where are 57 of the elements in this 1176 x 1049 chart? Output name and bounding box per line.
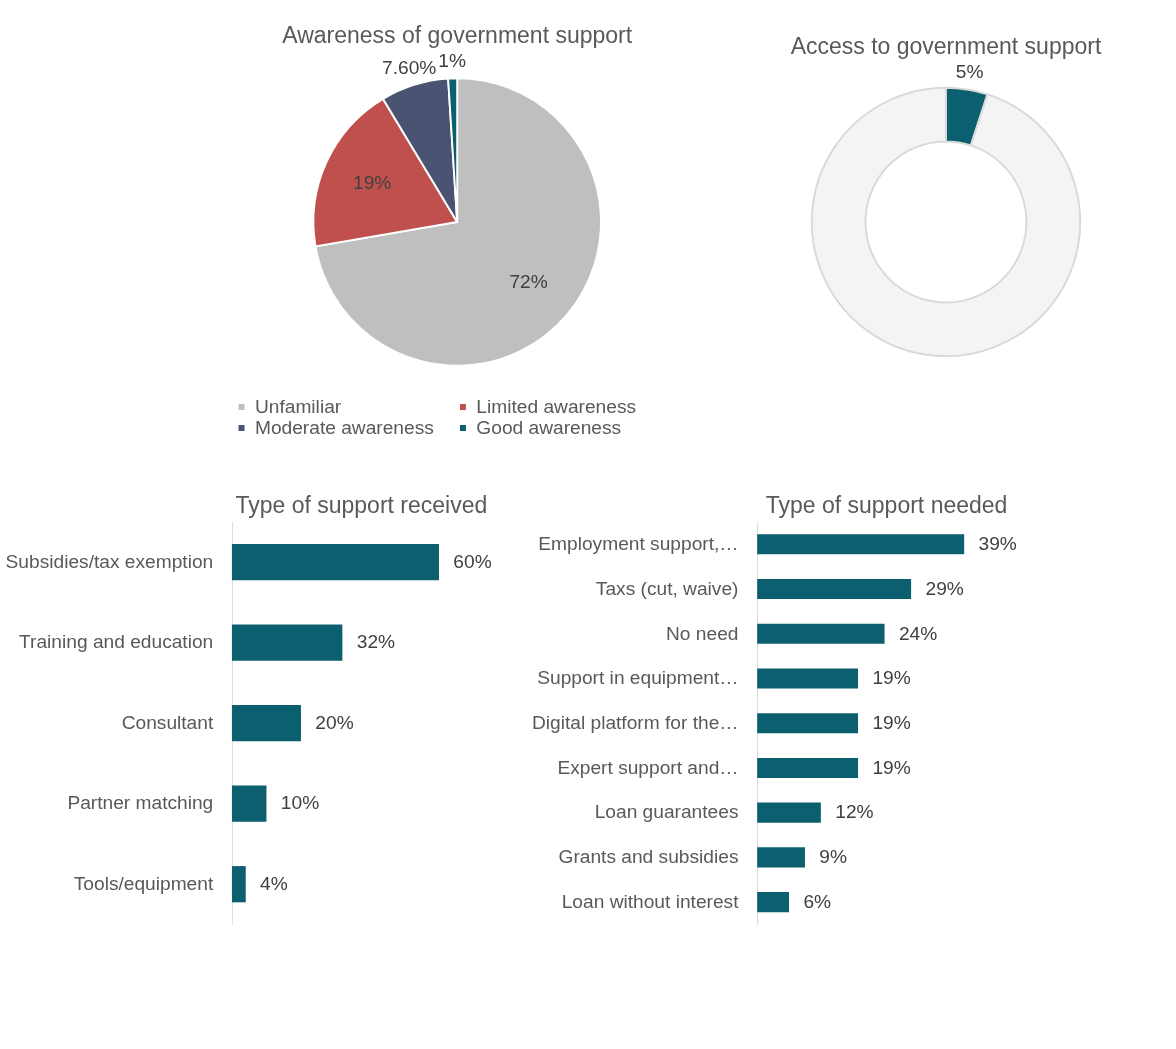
bar [757, 578, 912, 600]
bar [757, 802, 821, 823]
bar [231, 544, 439, 581]
data-label: 10% [280, 792, 320, 814]
y-tick-label: Training and education [19, 631, 214, 653]
donut-slice [810, 86, 1081, 358]
bar [757, 668, 859, 689]
legend-label: Moderate awareness [254, 416, 434, 438]
y-tick-label: Subsidies/tax exemption [5, 550, 214, 572]
data-label: 29% [925, 577, 964, 599]
y-tick-label: Support in equipment… [537, 667, 739, 689]
y-tick-label: Consultant [121, 711, 214, 733]
legend-label: Limited awareness [476, 395, 637, 417]
data-label: 24% [898, 622, 938, 644]
bar [757, 534, 965, 555]
chart-title: Type of support needed [765, 492, 1008, 519]
bar [757, 847, 805, 868]
y-tick-label: Loan without interest [561, 890, 740, 912]
data-label: 6% [803, 890, 832, 912]
bar [231, 785, 267, 822]
y-tick-label: Tools/equipment [73, 872, 214, 894]
data-label: 19% [872, 667, 911, 689]
legend-label: Good awareness [476, 416, 622, 438]
bar [231, 705, 301, 742]
data-label: 5% [955, 61, 984, 83]
y-tick-label: Grants and subsidies [558, 846, 739, 868]
bar [757, 713, 859, 734]
y-tick-label: Expert support and… [557, 756, 739, 778]
chart-title: Type of support received [235, 492, 488, 519]
data-label: 7.60% [381, 57, 437, 79]
data-label: 60% [453, 550, 492, 572]
data-label: 1% [438, 49, 466, 71]
y-tick-label: Employment support,… [538, 533, 739, 555]
y-tick-label: Taxs (cut, waive) [595, 577, 739, 599]
bar [231, 866, 246, 903]
data-label: 39% [978, 533, 1017, 555]
y-tick-label: Digital platform for the… [531, 711, 739, 733]
y-tick-label: Partner matching [67, 792, 214, 814]
data-label: 20% [315, 711, 354, 733]
y-tick-label: No need [666, 622, 739, 644]
data-label: 9% [819, 846, 847, 868]
data-label: 32% [356, 631, 396, 653]
data-label: 19% [353, 171, 392, 193]
data-label: 72% [509, 270, 548, 292]
chart-title: Awareness of government support [282, 21, 633, 48]
y-tick-label: Loan guarantees [594, 801, 739, 823]
chart-title: Access to government support [790, 33, 1102, 60]
data-label: 19% [872, 711, 911, 733]
pie-slice [314, 77, 602, 367]
bar [757, 892, 790, 913]
legend-label: Unfamiliar [254, 395, 342, 417]
bar [757, 623, 885, 644]
data-label: 4% [260, 872, 288, 894]
data-label: 19% [872, 756, 911, 778]
bar [757, 757, 859, 778]
bar [231, 624, 343, 661]
data-label: 12% [835, 801, 874, 823]
